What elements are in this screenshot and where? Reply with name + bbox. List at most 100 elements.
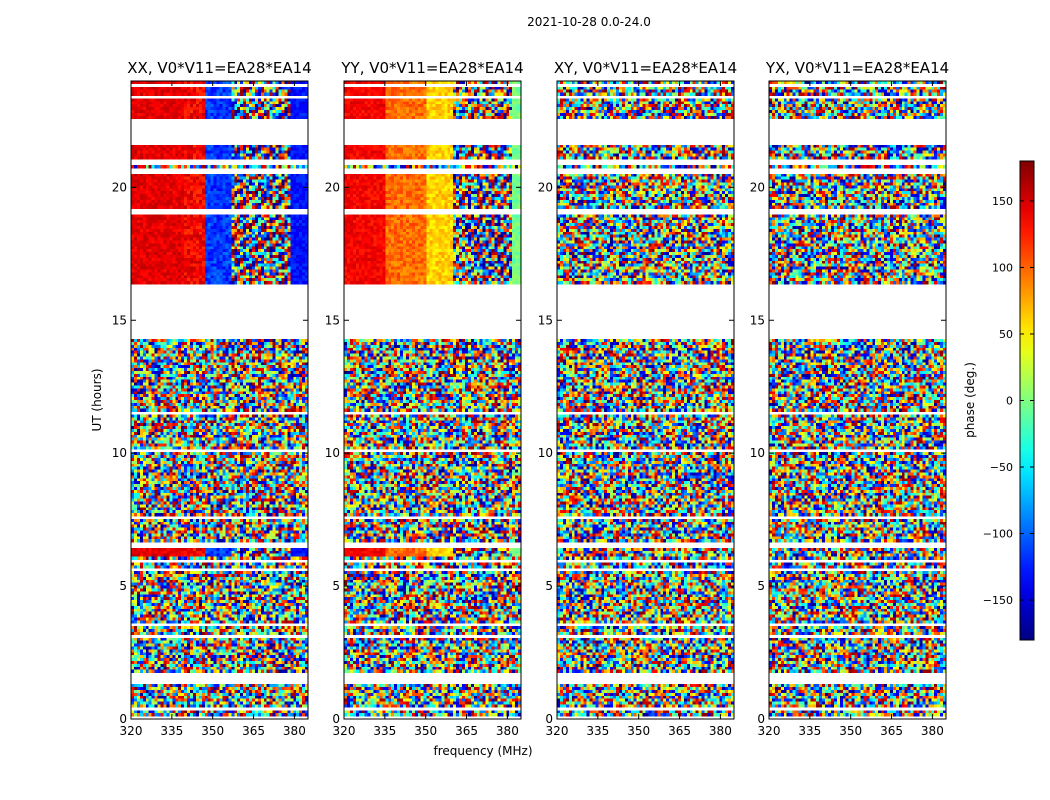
- heatmap-cell: [249, 368, 252, 371]
- heatmap-cell: [284, 200, 287, 203]
- heatmap-cell: [205, 281, 208, 284]
- heatmap-cell: [290, 377, 293, 380]
- heatmap-cell: [187, 203, 190, 206]
- heatmap-cell: [169, 229, 172, 232]
- heatmap-cell: [140, 397, 143, 400]
- heatmap-cell: [137, 174, 140, 177]
- heatmap-cell: [158, 359, 161, 362]
- heatmap-cell: [267, 180, 270, 183]
- heatmap-cell: [178, 87, 181, 90]
- heatmap-cell: [202, 180, 205, 183]
- heatmap-cell: [181, 154, 184, 157]
- heatmap-cell: [158, 116, 161, 119]
- heatmap-cell: [161, 116, 164, 119]
- heatmap-cell: [252, 377, 255, 380]
- heatmap-cell: [267, 191, 270, 194]
- heatmap-cell: [134, 342, 137, 345]
- heatmap-cell: [158, 267, 161, 270]
- heatmap-cell: [287, 406, 290, 409]
- heatmap-cell: [252, 226, 255, 229]
- heatmap-cell: [214, 357, 217, 360]
- heatmap-cell: [293, 107, 296, 110]
- heatmap-cell: [293, 383, 296, 386]
- heatmap-cell: [279, 90, 282, 93]
- heatmap-cell: [208, 368, 211, 371]
- heatmap-cell: [205, 107, 208, 110]
- heatmap-cell: [264, 174, 267, 177]
- heatmap-cell: [222, 272, 225, 275]
- heatmap-cell: [190, 351, 193, 354]
- heatmap-cell: [202, 110, 205, 113]
- heatmap-cell: [187, 107, 190, 110]
- heatmap-cell: [231, 185, 234, 188]
- heatmap-cell: [279, 232, 282, 235]
- heatmap-cell: [211, 354, 214, 357]
- heatmap-cell: [217, 180, 220, 183]
- heatmap-cell: [208, 258, 211, 261]
- heatmap-cell: [181, 261, 184, 264]
- heatmap-cell: [175, 200, 178, 203]
- heatmap-cell: [243, 206, 246, 209]
- heatmap-cell: [243, 243, 246, 246]
- heatmap-cell: [187, 368, 190, 371]
- heatmap-cell: [158, 397, 161, 400]
- heatmap-cell: [169, 188, 172, 191]
- heatmap-cell: [299, 151, 302, 154]
- heatmap-cell: [284, 101, 287, 104]
- heatmap-cell: [161, 359, 164, 362]
- heatmap-cell: [302, 386, 305, 389]
- heatmap-cell: [134, 371, 137, 374]
- heatmap-cell: [166, 101, 169, 104]
- heatmap-cell: [134, 165, 137, 168]
- heatmap-cell: [276, 386, 279, 389]
- heatmap-cell: [205, 249, 208, 252]
- heatmap-cell: [205, 174, 208, 177]
- heatmap-cell: [152, 383, 155, 386]
- heatmap-cell: [184, 374, 187, 377]
- heatmap-cell: [231, 235, 234, 238]
- heatmap-cell: [222, 270, 225, 273]
- heatmap-cell: [246, 380, 249, 383]
- heatmap-cell: [146, 107, 149, 110]
- heatmap-cell: [273, 278, 276, 281]
- heatmap-cell: [166, 246, 169, 249]
- heatmap-cell: [284, 93, 287, 96]
- heatmap-cell: [163, 235, 166, 238]
- heatmap-cell: [243, 359, 246, 362]
- heatmap-cell: [181, 188, 184, 191]
- heatmap-cell: [149, 206, 152, 209]
- heatmap-cell: [264, 252, 267, 255]
- heatmap-cell: [264, 229, 267, 232]
- heatmap-cell: [281, 220, 284, 223]
- heatmap-cell: [246, 354, 249, 357]
- heatmap-cell: [237, 191, 240, 194]
- heatmap-cell: [290, 258, 293, 261]
- heatmap-cell: [181, 203, 184, 206]
- heatmap-cell: [175, 386, 178, 389]
- heatmap-cell: [287, 275, 290, 278]
- heatmap-cell: [217, 371, 220, 374]
- heatmap-cell: [240, 145, 243, 148]
- heatmap-cell: [196, 275, 199, 278]
- heatmap-cell: [237, 272, 240, 275]
- heatmap-cell: [246, 345, 249, 348]
- heatmap-cell: [246, 359, 249, 362]
- heatmap-cell: [249, 400, 252, 403]
- heatmap-cell: [143, 261, 146, 264]
- heatmap-cell: [284, 191, 287, 194]
- heatmap-cell: [205, 362, 208, 365]
- heatmap-cell: [202, 388, 205, 391]
- heatmap-cell: [237, 101, 240, 104]
- heatmap-cell: [228, 241, 231, 244]
- heatmap-cell: [267, 275, 270, 278]
- heatmap-cell: [140, 391, 143, 394]
- heatmap-cell: [217, 351, 220, 354]
- heatmap-cell: [143, 374, 146, 377]
- heatmap-cell: [187, 90, 190, 93]
- heatmap-cell: [281, 249, 284, 252]
- heatmap-cell: [202, 397, 205, 400]
- heatmap-cell: [302, 400, 305, 403]
- heatmap-cell: [196, 185, 199, 188]
- heatmap-cell: [137, 214, 140, 217]
- heatmap-cell: [276, 258, 279, 261]
